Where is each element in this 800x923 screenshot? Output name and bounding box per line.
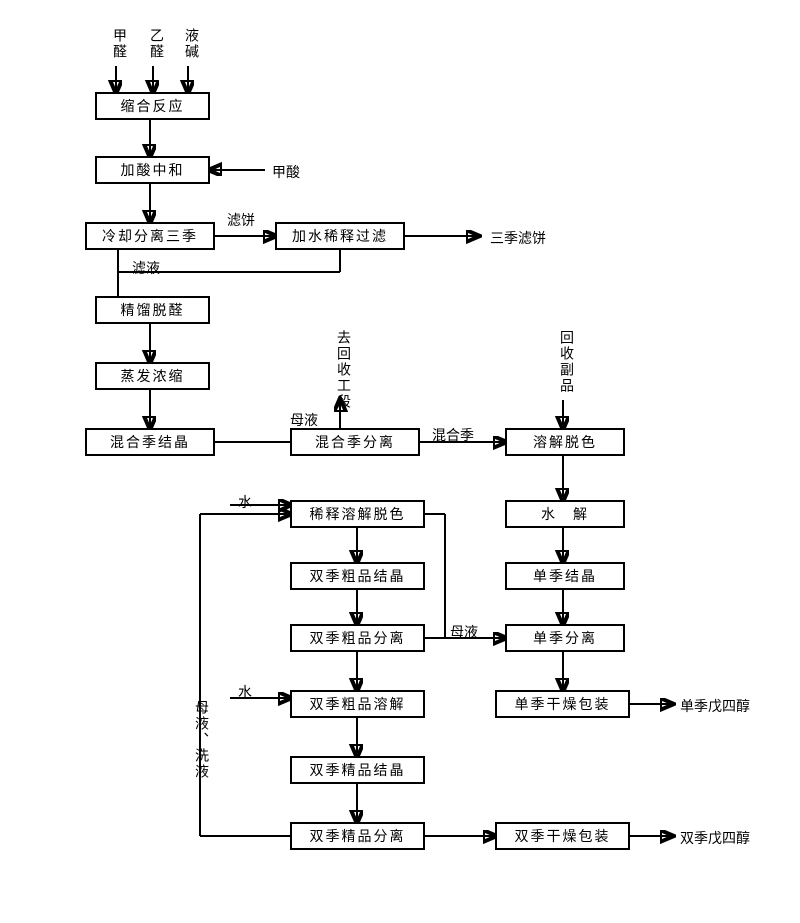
text-label-l_filtrate: 滤液	[132, 258, 160, 278]
process-box-label: 双季精品结晶	[310, 760, 406, 780]
text-label-l_formic: 甲酸	[272, 162, 300, 182]
process-box-label: 单季分离	[533, 628, 597, 648]
text-label-l_in3: 液碱	[180, 28, 200, 60]
text-label-l_water1: 水	[238, 492, 252, 512]
process-box-label: 缩合反应	[121, 96, 185, 116]
process-box-label: 加水稀释过滤	[292, 226, 388, 246]
process-box-n5: 精馏脱醛	[95, 296, 210, 324]
process-box-n8: 混合季分离	[290, 428, 420, 456]
process-box-n18: 双季精品结晶	[290, 756, 425, 784]
process-box-n6: 蒸发浓缩	[95, 362, 210, 390]
process-box-label: 双季精品分离	[310, 826, 406, 846]
process-box-n20: 双季干燥包装	[495, 822, 630, 850]
text-label-l_water2: 水	[238, 682, 252, 702]
process-box-label: 水 解	[541, 504, 589, 524]
process-box-n7: 混合季结晶	[85, 428, 215, 456]
process-box-label: 溶解脱色	[533, 432, 597, 452]
text-label-l_di: 双季戊四醇	[680, 828, 750, 848]
process-box-label: 冷却分离三季	[102, 226, 198, 246]
process-box-n13: 单季结晶	[505, 562, 625, 590]
text-label-l_mono: 单季戊四醇	[680, 696, 750, 716]
process-box-n12: 双季粗品结晶	[290, 562, 425, 590]
text-label-l_sanji: 三季滤饼	[490, 228, 546, 248]
process-box-label: 双季粗品溶解	[310, 694, 406, 714]
process-box-n19: 双季精品分离	[290, 822, 425, 850]
process-box-label: 双季干燥包装	[515, 826, 611, 846]
process-box-label: 精馏脱醛	[121, 300, 185, 320]
text-label-l_muye2: 母液	[450, 622, 478, 642]
process-box-label: 蒸发浓缩	[121, 366, 185, 386]
process-box-label: 稀释溶解脱色	[310, 504, 406, 524]
process-box-n3: 冷却分离三季	[85, 222, 215, 250]
process-box-n17: 单季干燥包装	[495, 690, 630, 718]
text-label-l_cake: 滤饼	[227, 210, 255, 230]
process-box-n11: 水 解	[505, 500, 625, 528]
edges-layer	[0, 0, 800, 923]
process-box-label: 双季粗品结晶	[310, 566, 406, 586]
process-box-label: 混合季分离	[315, 432, 395, 452]
text-label-l_motherwash: 母液、洗液	[190, 700, 210, 780]
process-box-n9: 溶解脱色	[505, 428, 625, 456]
process-box-n4: 加水稀释过滤	[275, 222, 405, 250]
process-box-label: 单季结晶	[533, 566, 597, 586]
process-box-n2: 加酸中和	[95, 156, 210, 184]
process-box-n15: 单季分离	[505, 624, 625, 652]
text-label-l_recycle_by: 回收副品	[555, 330, 575, 394]
text-label-l_muye1: 母液	[290, 410, 318, 430]
text-label-l_in1: 甲醛	[108, 28, 128, 60]
process-box-label: 单季干燥包装	[515, 694, 611, 714]
process-box-n1: 缩合反应	[95, 92, 210, 120]
process-box-n14: 双季粗品分离	[290, 624, 425, 652]
process-box-n10: 稀释溶解脱色	[290, 500, 425, 528]
text-label-l_torecycle: 去回收工段	[332, 330, 352, 410]
text-label-l_mixji: 混合季	[432, 425, 474, 445]
text-label-l_in2: 乙醛	[145, 28, 165, 60]
process-box-label: 加酸中和	[121, 160, 185, 180]
process-box-label: 双季粗品分离	[310, 628, 406, 648]
process-box-label: 混合季结晶	[110, 432, 190, 452]
process-box-n16: 双季粗品溶解	[290, 690, 425, 718]
